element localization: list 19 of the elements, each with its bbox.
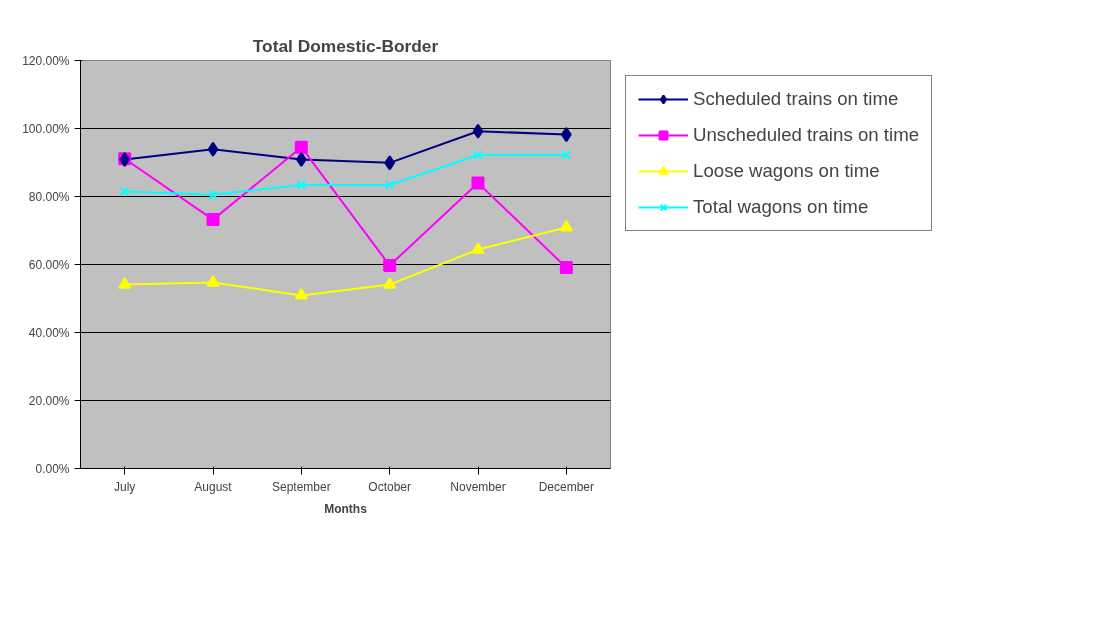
y-tick-label: 40.00%	[28, 325, 70, 340]
legend-label: Loose wagons on time	[693, 160, 880, 182]
y-tick-label: 0.00%	[35, 461, 70, 476]
y-tick-label: 60.00%	[28, 257, 70, 272]
x-tick-label: September	[271, 479, 331, 494]
x-tick-label: October	[368, 479, 412, 494]
x-axis-title: Months	[324, 501, 368, 516]
legend-label: Unscheduled trains on time	[693, 124, 920, 146]
x-tick-label: August	[194, 479, 233, 494]
x-tick-label: July	[114, 479, 136, 494]
y-tick-label: 80.00%	[28, 189, 70, 204]
x-tick-label: November	[450, 479, 506, 494]
x-tick-label: December	[538, 479, 595, 494]
y-tick-label: 120.00%	[22, 53, 70, 68]
legend-label: Scheduled trains on time	[693, 88, 899, 110]
y-tick-label: 20.00%	[28, 393, 70, 408]
chart-title: Total Domestic-Border	[252, 35, 439, 56]
y-tick-label: 100.00%	[22, 121, 70, 136]
legend-label: Total wagons on time	[693, 196, 869, 218]
